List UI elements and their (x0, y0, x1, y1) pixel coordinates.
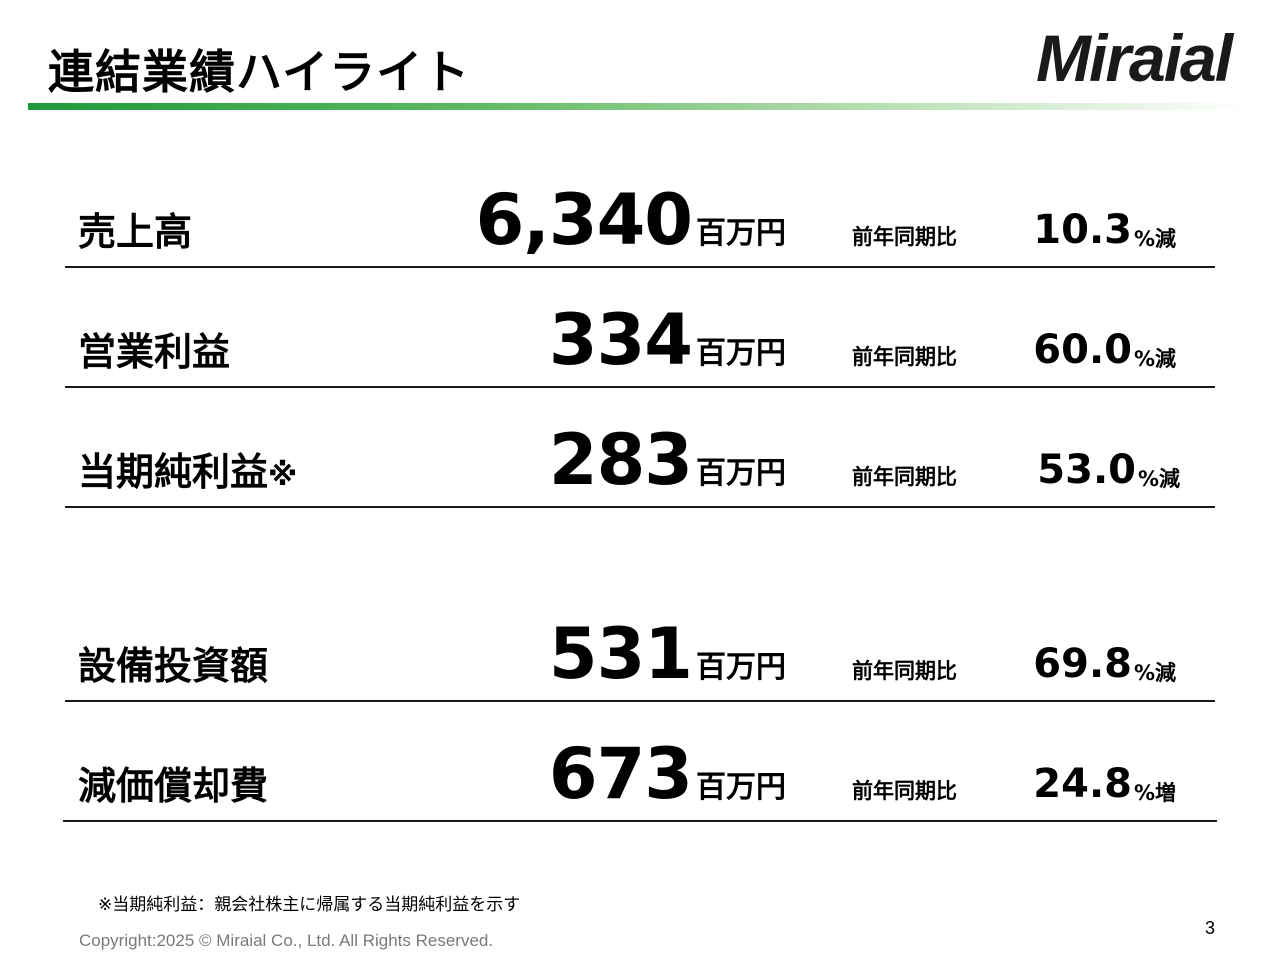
footnote-marker: ※ (268, 458, 298, 493)
row-divider (65, 386, 1215, 388)
metric-label: 売上高 (78, 210, 193, 254)
change-value: 53.0 (1037, 447, 1136, 493)
yoy-label: 前年同期比 (852, 465, 957, 489)
metric-unit: 百万円 (696, 770, 786, 805)
change-value: 10.3 (1033, 207, 1132, 253)
metric-label: 減価償却費 (78, 764, 269, 808)
metric-value: 673 (548, 733, 693, 815)
metric-label: 当期純利益※ (78, 450, 298, 494)
footnote: ※当期純利益：親会社株主に帰属する当期純利益を示す (98, 895, 521, 915)
row-divider (65, 700, 1215, 702)
metric-row-net-income: 当期純利益※ 283 百万円 前年同期比 53.0 %減 (0, 408, 1280, 508)
slide-title: 連結業績ハイライト (48, 45, 471, 99)
row-divider (65, 266, 1215, 268)
metric-value: 283 (548, 419, 693, 501)
metric-value: 531 (548, 613, 693, 695)
change-value: 60.0 (1033, 327, 1132, 373)
yoy-label: 前年同期比 (852, 345, 957, 369)
yoy-label: 前年同期比 (852, 225, 957, 249)
change-suffix: %減 (1138, 467, 1181, 491)
metric-unit: 百万円 (696, 336, 786, 371)
metric-label: 設備投資額 (78, 644, 269, 688)
metric-row-revenue: 売上高 6,340 百万円 前年同期比 10.3 %減 (0, 168, 1280, 268)
copyright: Copyright:2025 © Miraial Co., Ltd. All R… (79, 931, 494, 950)
row-divider (63, 820, 1217, 822)
metric-row-operating-income: 営業利益 334 百万円 前年同期比 60.0 %減 (0, 288, 1280, 388)
metric-row-depreciation: 減価償却費 673 百万円 前年同期比 24.8 %増 (0, 722, 1280, 822)
change-suffix: %減 (1134, 661, 1177, 685)
yoy-label: 前年同期比 (852, 659, 957, 683)
metric-unit: 百万円 (696, 650, 786, 685)
metric-unit: 百万円 (696, 456, 786, 491)
title-underline-gradient (28, 103, 1252, 110)
change-suffix: %減 (1134, 227, 1177, 251)
change-value: 24.8 (1033, 761, 1132, 807)
metric-value: 334 (548, 299, 693, 381)
change-suffix: %増 (1134, 781, 1177, 805)
change-value: 69.8 (1033, 641, 1132, 687)
metric-row-capex: 設備投資額 531 百万円 前年同期比 69.8 %減 (0, 602, 1280, 702)
metric-unit: 百万円 (696, 216, 786, 251)
change-suffix: %減 (1134, 347, 1177, 371)
company-logo: Miraial (1036, 21, 1233, 95)
row-divider (65, 506, 1215, 508)
page-number: 3 (1205, 918, 1216, 938)
metric-label: 営業利益 (78, 330, 231, 374)
metric-value: 6,340 (475, 179, 693, 261)
yoy-label: 前年同期比 (852, 779, 957, 803)
